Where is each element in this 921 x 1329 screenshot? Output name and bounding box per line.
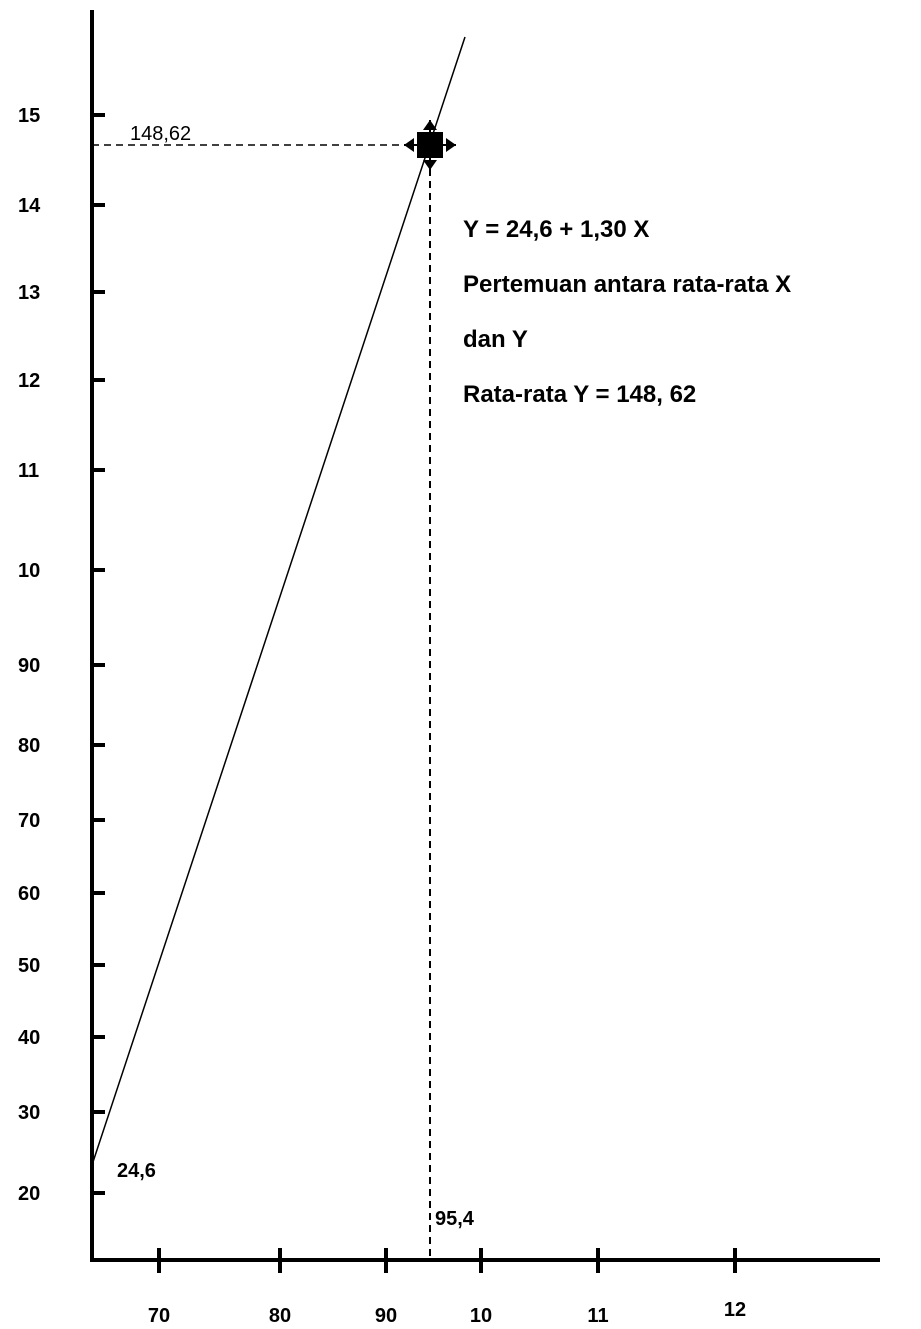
note: dan Y xyxy=(463,326,528,353)
y-tick-label: 30 xyxy=(18,1102,40,1124)
x-tick-label: 10 xyxy=(470,1305,492,1327)
y-tick-label: 50 xyxy=(18,955,40,977)
x-tick-label: 90 xyxy=(375,1305,397,1327)
intercept-label: 24,6 xyxy=(117,1160,156,1182)
y-tick-label: 12 xyxy=(18,370,40,392)
x-tick-label: 80 xyxy=(269,1305,291,1327)
note: Pertemuan antara rata-rata X xyxy=(463,271,791,298)
y-tick-label: 90 xyxy=(18,655,40,677)
y-tick-label: 11 xyxy=(18,460,39,482)
x-tick-label: 12 xyxy=(724,1299,746,1321)
note: Rata-rata X = 95,4 xyxy=(463,436,664,463)
y-tick-label: 13 xyxy=(18,282,40,304)
y-tick-label: 40 xyxy=(18,1027,40,1049)
y-tick-label: 60 xyxy=(18,883,40,905)
mean-y-label: 148,62 xyxy=(130,123,191,145)
regression-line xyxy=(91,36,466,1166)
y-tick-label: 20 xyxy=(18,1183,40,1205)
y-tick-label: 10 xyxy=(18,560,40,582)
mean-x-label: 95,4 xyxy=(435,1208,475,1230)
mean-point-marker xyxy=(404,120,456,170)
note: Y = 24,6 + 1,30 X xyxy=(463,216,649,243)
notes: Y = 24,6 + 1,30 X Pertemuan antara rata-… xyxy=(463,216,791,463)
note: Rata-rata Y = 148, 62 xyxy=(463,381,696,408)
y-tick-label: 15 xyxy=(18,105,40,127)
x-tick-label: 70 xyxy=(148,1305,170,1327)
x-tick-label: 11 xyxy=(587,1305,608,1327)
y-tick-label: 14 xyxy=(18,195,41,217)
y-tick-label: 70 xyxy=(18,810,40,832)
y-tick-label: 80 xyxy=(18,735,40,757)
